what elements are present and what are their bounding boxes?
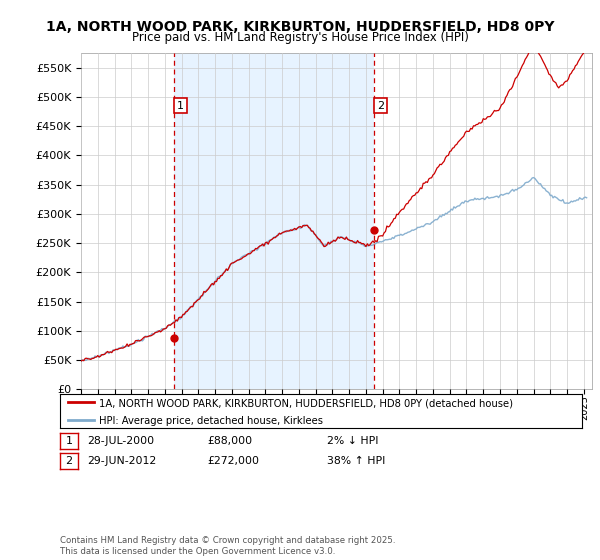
Text: Price paid vs. HM Land Registry's House Price Index (HPI): Price paid vs. HM Land Registry's House …	[131, 31, 469, 44]
Text: £88,000: £88,000	[207, 436, 252, 446]
Text: 2% ↓ HPI: 2% ↓ HPI	[327, 436, 379, 446]
Text: 28-JUL-2000: 28-JUL-2000	[87, 436, 154, 446]
Text: £272,000: £272,000	[207, 456, 259, 466]
Text: 38% ↑ HPI: 38% ↑ HPI	[327, 456, 385, 466]
Text: 29-JUN-2012: 29-JUN-2012	[87, 456, 156, 466]
Text: 1: 1	[177, 101, 184, 111]
Text: 2: 2	[377, 101, 384, 111]
Text: Contains HM Land Registry data © Crown copyright and database right 2025.
This d: Contains HM Land Registry data © Crown c…	[60, 536, 395, 556]
Text: 2: 2	[65, 456, 73, 466]
Text: 1: 1	[65, 436, 73, 446]
Text: 1A, NORTH WOOD PARK, KIRKBURTON, HUDDERSFIELD, HD8 0PY: 1A, NORTH WOOD PARK, KIRKBURTON, HUDDERS…	[46, 20, 554, 34]
Text: HPI: Average price, detached house, Kirklees: HPI: Average price, detached house, Kirk…	[99, 416, 323, 426]
Bar	[175, 53, 374, 389]
Text: 1A, NORTH WOOD PARK, KIRKBURTON, HUDDERSFIELD, HD8 0PY (detached house): 1A, NORTH WOOD PARK, KIRKBURTON, HUDDERS…	[99, 398, 513, 408]
